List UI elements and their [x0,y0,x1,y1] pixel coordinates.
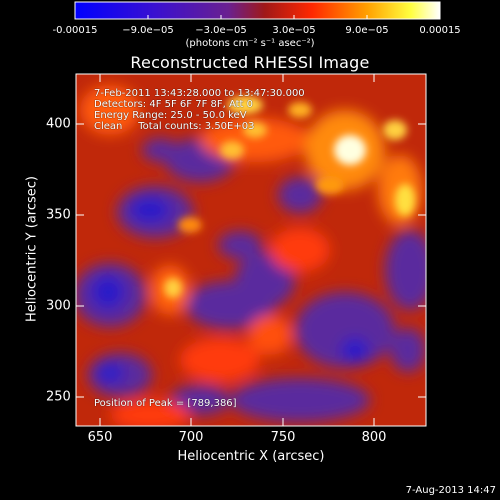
annotation-time-range: 7-Feb-2011 13:43:28.000 to 13:47:30.000 [94,88,305,99]
plot-frame [75,73,427,427]
x-tick-label: 750 [270,430,296,445]
y-tick-label: 250 [46,389,71,405]
colorbar-tick-label: −9.0e−05 [122,25,174,36]
annotation-peak-position: Position of Peak = [789,386] [94,398,237,409]
colorbar-tick-label: −3.0e−05 [195,25,247,36]
colorbar-tick-label: -0.00015 [52,25,98,36]
annotation-energy-range: Energy Range: 25.0 - 50.0 keV [94,110,247,121]
annotation-total-counts: Clean Total counts: 3.50E+03 [94,121,255,132]
colorbar-tick-label: 3.0e−05 [272,25,316,36]
x-tick-label: 800 [361,430,387,445]
colorbar-unit-label: (photons cm⁻² s⁻¹ asec⁻²) [185,38,315,49]
y-tick-label: 300 [46,298,71,314]
y-tick-label: 350 [46,207,71,223]
chart-title: Reconstructed RHESSI Image [130,53,370,72]
heatmap-image [76,74,426,426]
annotation-detectors: Detectors: 4F 5F 6F 7F 8F, Att 0 [94,99,254,110]
y-axis-label: Heliocentric Y (arcsec) [24,176,40,322]
y-tick-label: 400 [46,116,71,132]
axis-ticks [76,74,426,426]
x-tick-label: 700 [178,430,204,445]
timestamp: 7-Aug-2013 14:47 [405,485,496,496]
colorbar [74,1,441,20]
colorbar-tick-label: 9.0e−05 [345,25,389,36]
x-tick-label: 650 [87,430,113,445]
colorbar-ticks [74,15,441,19]
x-axis-label: Heliocentric X (arcsec) [177,449,325,464]
colorbar-tick-label: 0.00015 [419,25,461,36]
